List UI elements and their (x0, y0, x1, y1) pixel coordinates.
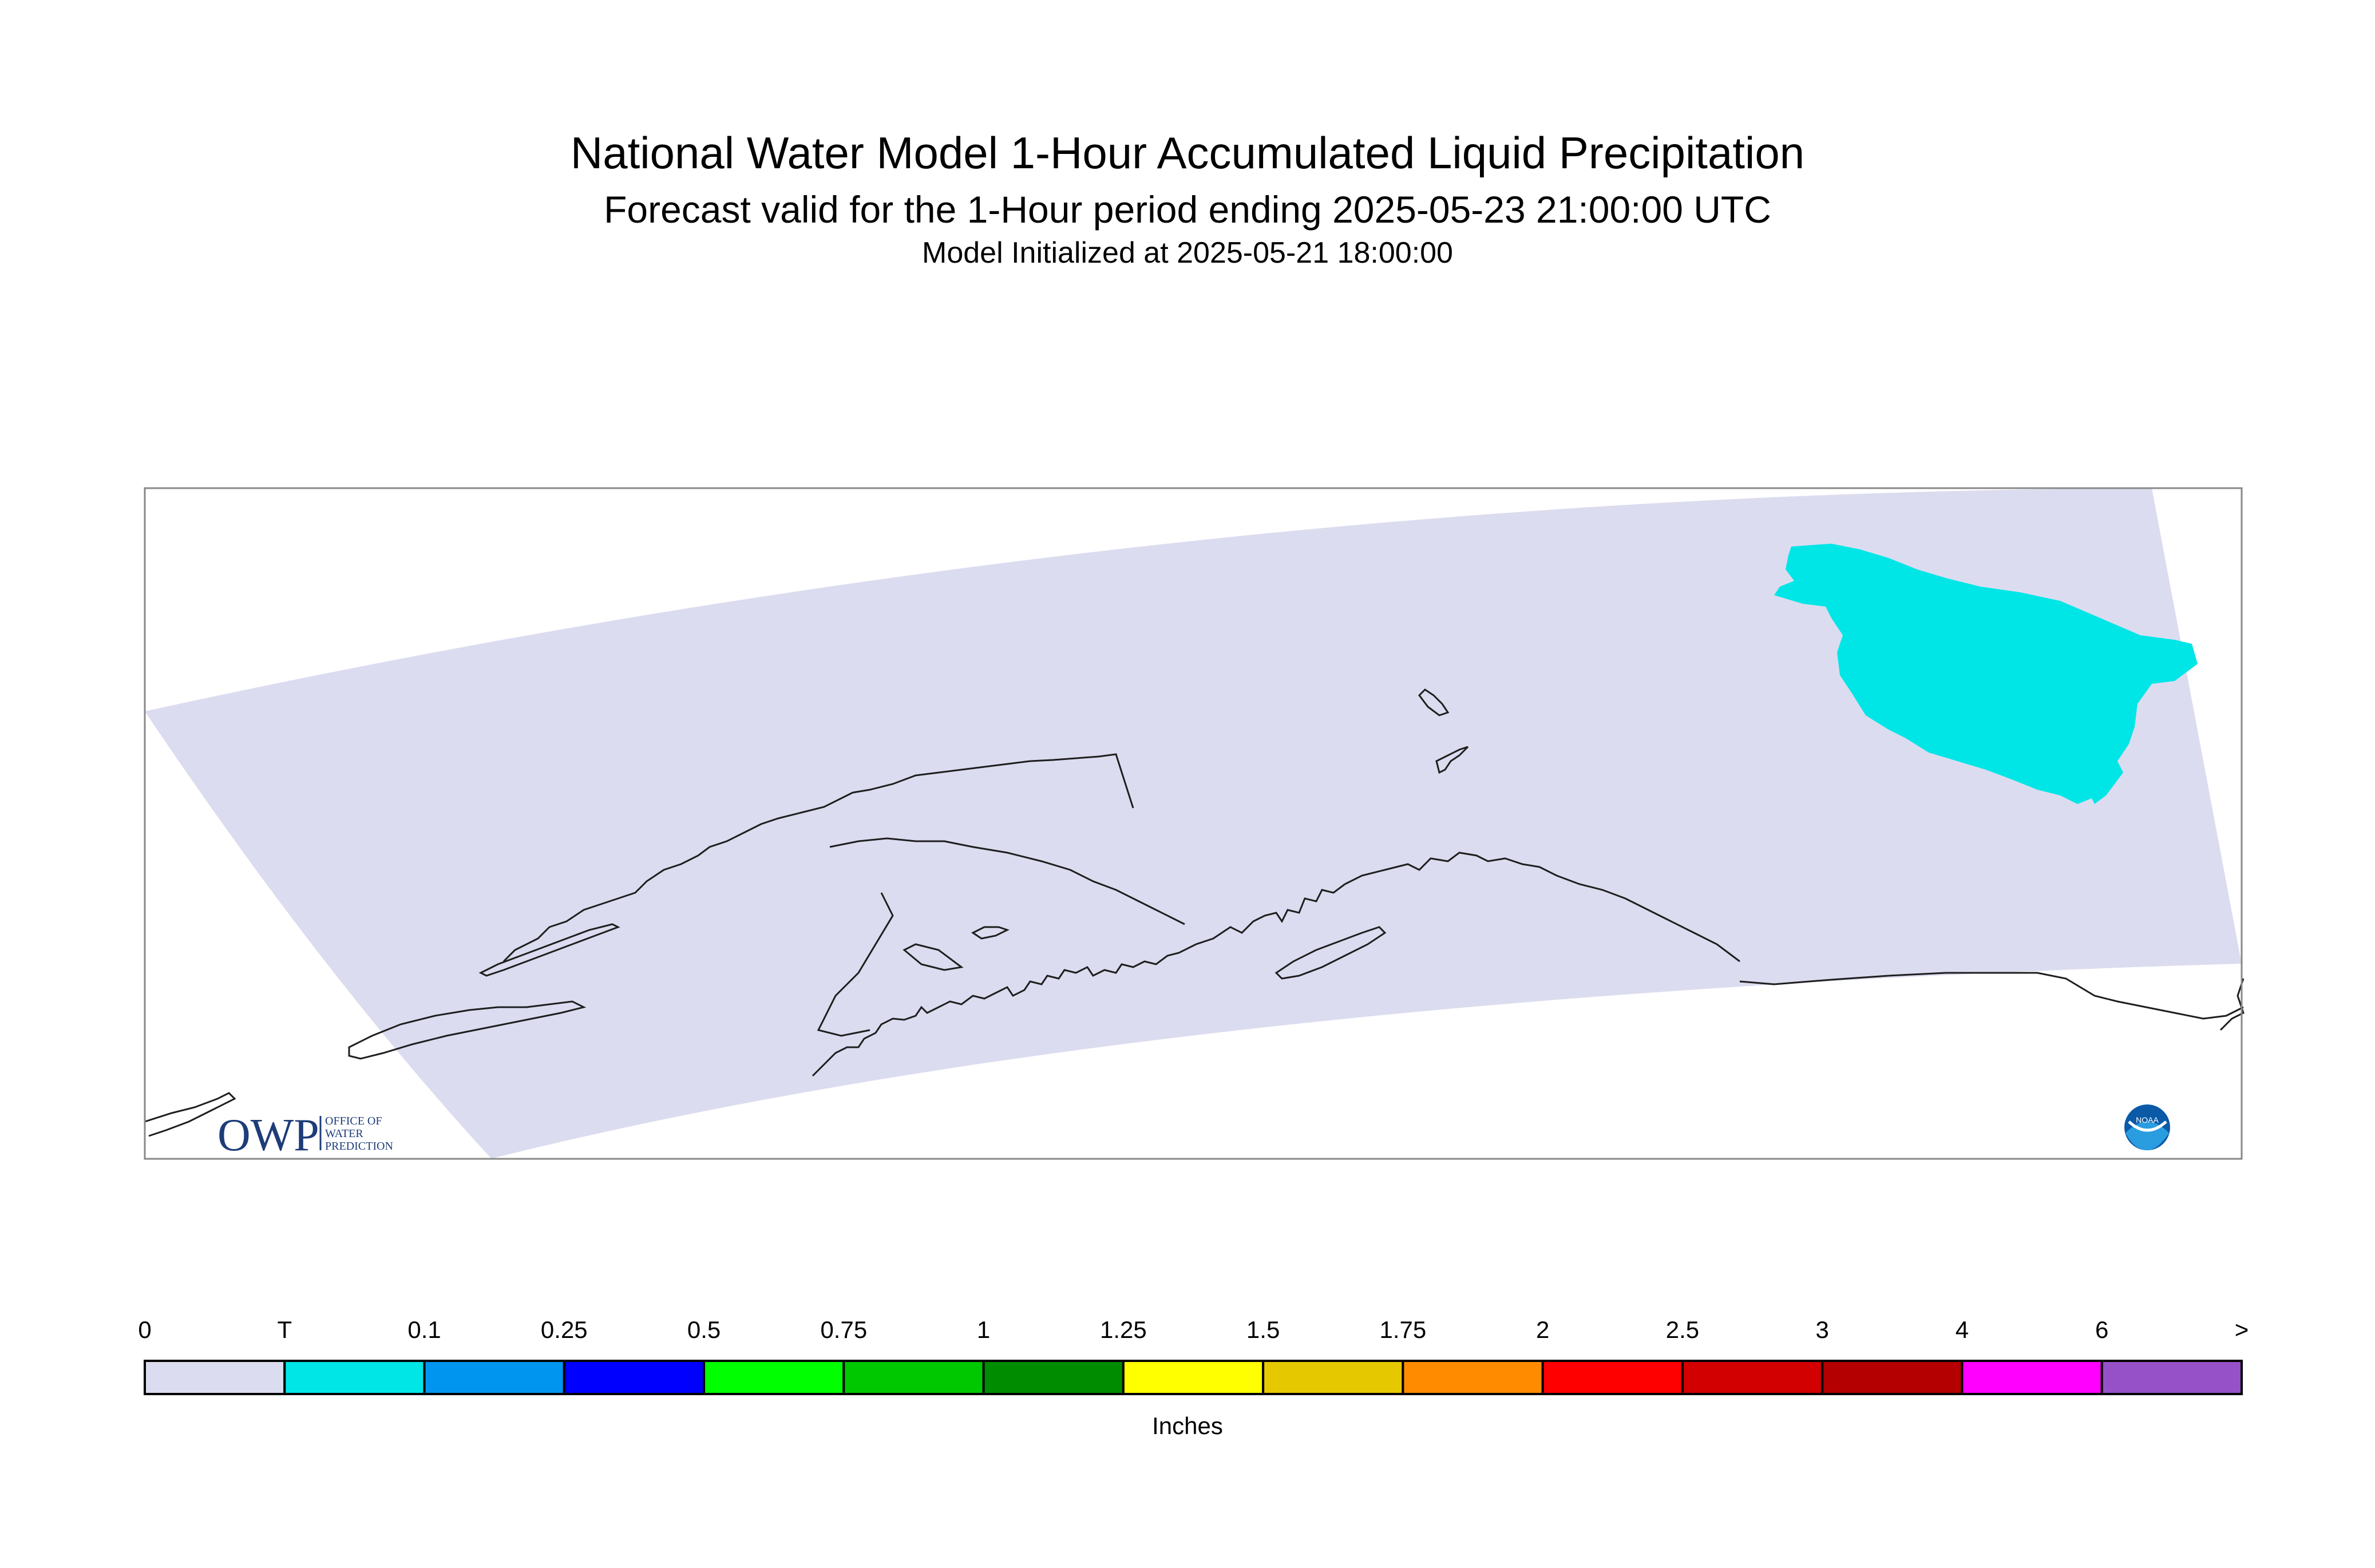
legend-swatch-4 (703, 1360, 845, 1395)
legend-tick-label: 1.75 (1379, 1316, 1427, 1343)
legend-tick-label: > (2234, 1316, 2249, 1343)
coastline-island-3 (971, 926, 1010, 940)
legend-tick-label: 0 (138, 1316, 152, 1343)
legend-tick-label: 1.5 (1246, 1316, 1280, 1343)
model-domain (145, 488, 2242, 1158)
coastline-southwest (144, 1092, 236, 1137)
legend-color-bar (144, 1360, 2243, 1395)
coastline-east (1344, 852, 1740, 963)
coastline-southeast (1739, 972, 2244, 1020)
noaa-logo-text: NOAA (2136, 1115, 2159, 1124)
owp-logo-line-2: WATER (325, 1127, 363, 1140)
coastline-island-2 (1435, 746, 1469, 774)
coastline-far-east (2219, 978, 2245, 1031)
legend-units: Inches (1152, 1412, 1223, 1439)
map-frame (144, 487, 2243, 1160)
legend-tick-label: 1 (976, 1316, 991, 1343)
legend-swatch-5 (842, 1360, 985, 1395)
legend-swatch-6 (982, 1360, 1125, 1395)
legend-swatch-13 (1961, 1360, 2103, 1395)
legend-tick-label: 2.5 (1665, 1316, 1700, 1343)
coastline-north-mainland (502, 753, 1134, 963)
legend-swatch-8 (1262, 1360, 1404, 1395)
coastline-inlet (817, 892, 894, 1037)
legend-swatch-1 (283, 1360, 426, 1395)
legend-swatch-10 (1541, 1360, 1684, 1395)
noaa-logo: NOAA (2124, 1104, 2170, 1150)
legend-tick-label: 4 (1955, 1316, 1969, 1343)
legend-tick-label: 3 (1815, 1316, 1829, 1343)
coastline-west (348, 1000, 587, 1060)
forecast-valid-subtitle: Forecast valid for the 1-Hour period end… (604, 188, 1771, 231)
coastline-island-5 (1274, 926, 1387, 980)
legend-tick-label: 0.75 (820, 1316, 868, 1343)
legend-swatch-9 (1402, 1360, 1544, 1395)
model-init-text: Model Initialized at 2025-05-21 18:00:00 (922, 236, 1453, 270)
legend-tick-label: T (277, 1316, 292, 1343)
legend-tick-label: 0.1 (407, 1316, 441, 1343)
coastline-south-peninsula (812, 883, 1345, 1077)
coastline-sound (829, 837, 1185, 925)
legend-swatch-11 (1681, 1360, 1824, 1395)
legend-tick-label: 2 (1535, 1316, 1550, 1343)
legend-tick-label: 0.25 (540, 1316, 588, 1343)
owp-logo-text: OWP (217, 1110, 319, 1161)
legend-swatch-3 (563, 1360, 706, 1395)
coastline-island-4 (902, 943, 964, 971)
legend-swatch-2 (423, 1360, 565, 1395)
coastlines (144, 688, 2245, 1137)
precipitation-area (1774, 544, 2198, 804)
owp-logo-line-1: OFFICE OF (325, 1115, 382, 1127)
map-title: National Water Model 1-Hour Accumulated … (570, 128, 1805, 178)
legend-tick-label: 1.25 (1099, 1316, 1147, 1343)
owp-logo: OWP OFFICE OF WATER PREDICTION (217, 1110, 393, 1161)
legend-swatch-14 (2100, 1360, 2243, 1395)
legend-swatch-12 (1821, 1360, 1964, 1395)
coastline-island-1 (1418, 688, 1450, 716)
legend-swatch-7 (1122, 1360, 1265, 1395)
legend-swatch-0 (144, 1360, 286, 1395)
legend-tick-label: 6 (2095, 1316, 2109, 1343)
owp-logo-line-3: PREDICTION (325, 1140, 393, 1153)
legend-tick-label: 0.5 (687, 1316, 721, 1343)
coastline-island-6 (478, 923, 620, 977)
